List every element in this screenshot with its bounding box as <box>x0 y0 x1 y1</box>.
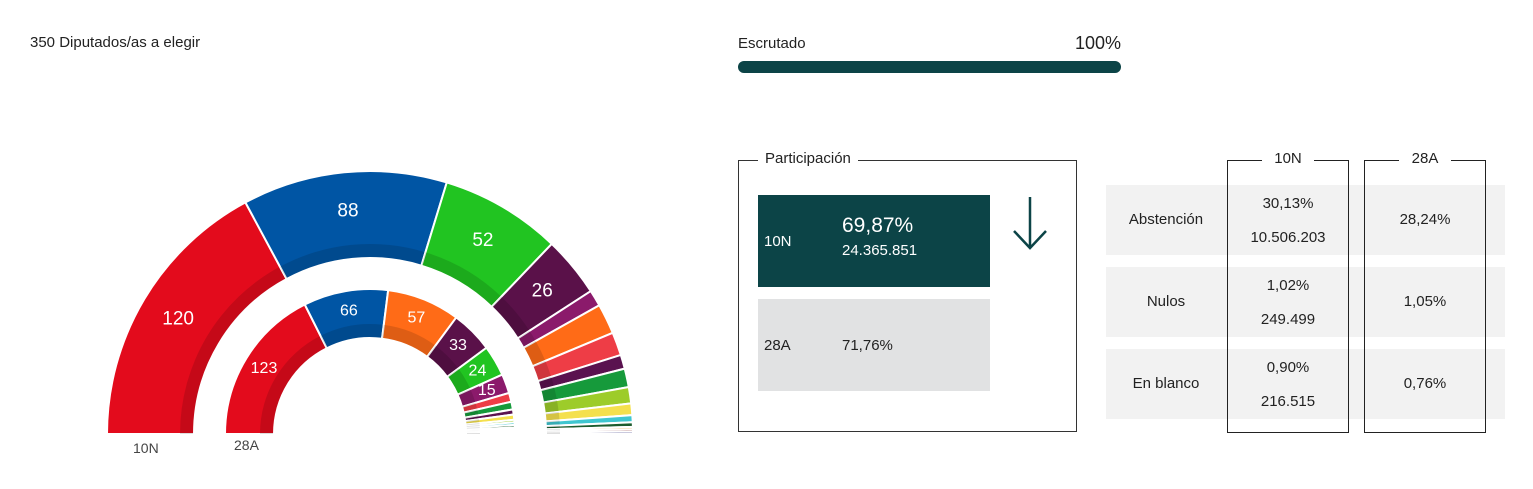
previous-percent: 1,05% <box>1403 293 1447 310</box>
segment-shade <box>447 368 471 395</box>
segment-label: 33 <box>449 337 467 354</box>
ring-label: 28A <box>234 437 260 453</box>
progress-value: 100% <box>1074 33 1121 53</box>
segment-label: 120 <box>162 308 194 329</box>
segment-shade <box>279 244 426 279</box>
segment-shade <box>180 266 287 434</box>
segment-shade <box>421 252 502 307</box>
current-percent: 30,13% <box>1262 195 1314 212</box>
participation-title: Participación <box>758 150 858 167</box>
segment-shade <box>458 388 476 407</box>
current-percent: 69,87% <box>842 214 914 237</box>
segment-shade <box>427 345 459 377</box>
ring-label: 10N <box>133 440 159 456</box>
previous-percent: 71,76% <box>842 337 893 354</box>
segment-label: 123 <box>251 360 278 377</box>
segment-shade <box>544 400 559 414</box>
participation-box <box>738 160 1077 432</box>
row-bg <box>1106 267 1505 337</box>
segment-label: 26 <box>532 281 553 302</box>
segment-shade <box>492 296 530 338</box>
segment-shade <box>382 324 436 357</box>
seat-title: 350 Diputados/as a elegir <box>30 34 201 51</box>
segment-shade <box>546 432 561 434</box>
segment-shade <box>533 360 552 381</box>
row-bg <box>1106 185 1505 255</box>
segment-label: 66 <box>340 303 358 320</box>
row-label: Abstención <box>1128 211 1204 228</box>
column-header: 28A <box>1399 150 1451 167</box>
segment-shade <box>545 411 560 422</box>
current-count: 24.365.851 <box>842 242 918 259</box>
previous-percent: 28,24% <box>1399 211 1451 228</box>
seat-segment <box>464 431 517 435</box>
current-percent: 1,02% <box>1266 277 1310 294</box>
current-count: 216.515 <box>1260 393 1316 410</box>
segment-label: 52 <box>472 230 493 251</box>
down-arrow <box>1013 197 1047 250</box>
previous-label: 28A <box>764 337 791 354</box>
current-label: 10N <box>764 233 792 250</box>
current-count: 249.499 <box>1260 311 1316 328</box>
row-label: Nulos <box>1146 293 1186 310</box>
segment-shade <box>260 335 327 434</box>
seat-segment <box>544 430 635 435</box>
segment-label: 57 <box>407 310 425 327</box>
arrow-path <box>1013 197 1047 250</box>
current-box: 10N 69,87% 24.365.851 <box>758 195 990 287</box>
segment-label: 15 <box>478 382 496 399</box>
progress-label: Escrutado <box>738 35 806 52</box>
current-count: 10.506.203 <box>1250 229 1326 246</box>
row-label: En blanco <box>1132 375 1200 392</box>
previous-box: 28A 71,76% <box>758 299 990 391</box>
segment-shade <box>524 340 546 366</box>
progress-bar <box>738 61 1121 73</box>
column-header: 10N <box>1262 150 1314 167</box>
segment-label: 24 <box>469 362 487 379</box>
row-bg <box>1106 349 1505 419</box>
segment-shade <box>466 433 480 434</box>
segment-shade <box>541 386 557 403</box>
segment-shade <box>320 323 384 348</box>
current-percent: 0,90% <box>1266 359 1310 376</box>
segment-label: 88 <box>337 201 358 222</box>
previous-percent: 0,76% <box>1403 375 1447 392</box>
progress-track <box>738 61 1121 73</box>
